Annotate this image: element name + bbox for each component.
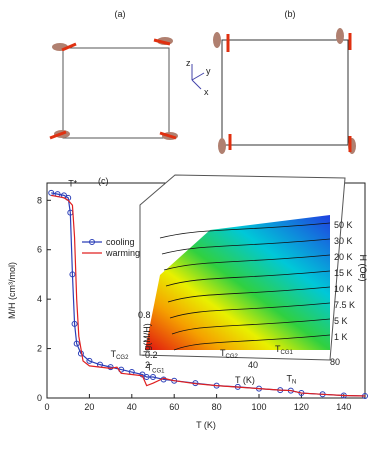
- surface-curve: [163, 254, 331, 271]
- data-point: [150, 373, 156, 380]
- legend-marker: [89, 239, 95, 245]
- inset-x-tick: 40: [248, 360, 258, 370]
- surface-curve: [161, 238, 331, 255]
- y-tick-label: 2: [37, 344, 42, 354]
- field-label: 15 K: [334, 268, 353, 278]
- series-line: [51, 194, 366, 397]
- annotation: T*: [68, 178, 77, 188]
- x-tick-label: 60: [169, 402, 179, 412]
- field-label: 10 K: [334, 284, 353, 294]
- y-tick-label: 0: [37, 393, 42, 403]
- x-axis-label: T (K): [196, 420, 216, 430]
- z-tick: -0.2: [142, 350, 158, 360]
- y-axis-label: M/H (cm³/mol): [7, 262, 17, 319]
- data-point: [107, 364, 114, 371]
- mark-main: T: [220, 348, 226, 358]
- surface-curve: [169, 302, 331, 319]
- inset-mark: TCG2: [220, 348, 239, 360]
- legend-label: cooling: [106, 237, 135, 247]
- annotation-sub: CG1: [152, 369, 165, 375]
- annotation: TCG2: [111, 349, 130, 361]
- diagram-a: [62, 47, 170, 139]
- diagram-b: [221, 39, 349, 146]
- panel-label: (a): [115, 9, 126, 19]
- data-point: [71, 320, 78, 327]
- axis-name: x: [204, 87, 209, 97]
- annotation: TN: [287, 374, 297, 386]
- annotation-sub: N: [292, 380, 296, 386]
- annotation-main: T: [111, 349, 117, 359]
- z-label: lg(M/H): [142, 323, 152, 353]
- mark-sub: CG2: [226, 354, 239, 360]
- field-label: 30 K: [334, 236, 353, 246]
- panel-label: (c): [98, 176, 109, 186]
- z-tick: 0.8: [138, 310, 151, 320]
- axis-name: y: [206, 66, 211, 76]
- x-tick-label: 140: [336, 402, 351, 412]
- x-tick-label: 120: [294, 402, 309, 412]
- field-label: 50 K: [334, 220, 353, 230]
- mark-sub: CG1: [281, 350, 294, 356]
- legend-label: warming: [105, 248, 140, 258]
- field-label: 5 K: [334, 316, 348, 326]
- x-tick-label: 40: [127, 402, 137, 412]
- axis-name: z: [186, 58, 191, 68]
- field-axis-label: H (Oe): [358, 255, 368, 282]
- surface-curve: [167, 286, 331, 303]
- annotation-main: T: [287, 374, 293, 384]
- annotation: TCG1: [147, 363, 166, 375]
- data-point: [86, 357, 93, 364]
- x-tick-label: 100: [251, 402, 266, 412]
- coordinate-axes: [191, 64, 205, 90]
- inset-x-label: T (K): [235, 375, 255, 385]
- field-label: 1 K: [334, 332, 348, 342]
- x-tick-label: 0: [44, 402, 49, 412]
- surface-curve: [171, 318, 331, 335]
- field-label: 20 K: [334, 252, 353, 262]
- surface-curve: [159, 222, 331, 239]
- panel-label: (b): [285, 9, 296, 19]
- inset-x-tick: 80: [330, 357, 340, 367]
- x-tick-label: 80: [212, 402, 222, 412]
- data-point: [73, 340, 80, 347]
- surface-curve: [165, 270, 331, 287]
- y-tick-label: 4: [37, 294, 42, 304]
- y-tick-label: 8: [37, 195, 42, 205]
- x-tick-label: 20: [84, 402, 94, 412]
- inset-mark: TCG1: [275, 344, 294, 356]
- inset: 50 K 30 K 20 K 15 K 10 K 7.5 K 5 K 1 K H (Oe) lg(…: [138, 174, 368, 385]
- y-tick-label: 6: [37, 245, 42, 255]
- annotation-main: T*: [68, 178, 77, 188]
- mark-main: T: [275, 344, 281, 354]
- inset-x-tick: 2: [145, 360, 150, 370]
- spin-icons: [49, 28, 356, 154]
- annotation-sub: CG2: [116, 355, 129, 361]
- surface-curve: [173, 334, 331, 351]
- field-label: 7.5 K: [334, 300, 355, 310]
- annotation-main: T: [147, 363, 153, 373]
- data-point: [143, 373, 150, 380]
- data-point: [69, 271, 76, 278]
